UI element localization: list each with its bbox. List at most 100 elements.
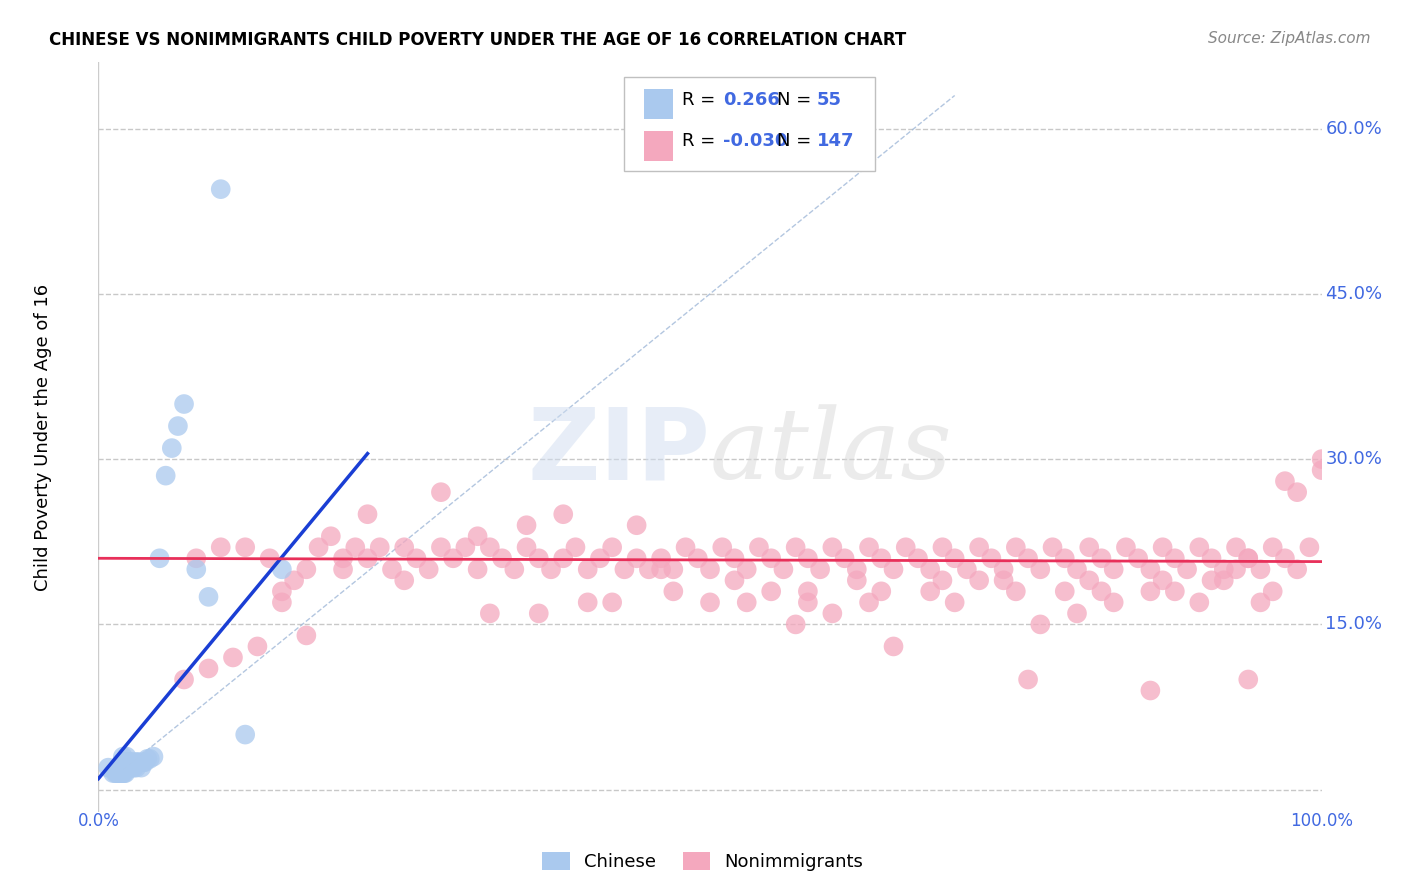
Point xyxy=(1139,562,1161,576)
Point xyxy=(430,485,453,500)
Point xyxy=(626,551,648,566)
Point xyxy=(111,766,134,780)
Point xyxy=(173,673,195,687)
Point xyxy=(115,749,138,764)
FancyBboxPatch shape xyxy=(644,89,673,120)
Point xyxy=(553,551,575,566)
Point xyxy=(931,574,953,588)
Point xyxy=(112,755,135,769)
Point xyxy=(1212,574,1234,588)
Point xyxy=(1164,584,1187,599)
Point xyxy=(97,761,120,775)
Point xyxy=(1115,541,1137,555)
Point xyxy=(1286,485,1309,500)
Point xyxy=(118,761,141,775)
Point xyxy=(478,541,501,555)
Point xyxy=(748,541,770,555)
Point xyxy=(907,551,929,566)
Point xyxy=(392,541,416,555)
Point xyxy=(478,607,501,621)
Point xyxy=(186,562,208,576)
Text: -0.030: -0.030 xyxy=(724,132,787,150)
Point xyxy=(540,562,562,576)
Point xyxy=(1066,562,1088,576)
Text: Child Poverty Under the Age of 16: Child Poverty Under the Age of 16 xyxy=(34,284,52,591)
Point xyxy=(117,761,139,775)
Point xyxy=(356,507,378,521)
Point xyxy=(121,755,143,769)
Point xyxy=(405,551,427,566)
Point xyxy=(1152,541,1174,555)
Point xyxy=(711,541,734,555)
Text: Source: ZipAtlas.com: Source: ZipAtlas.com xyxy=(1208,31,1371,46)
Point xyxy=(111,761,134,775)
Point xyxy=(114,766,136,780)
Point xyxy=(650,562,672,576)
Point xyxy=(797,584,820,599)
Point xyxy=(515,541,537,555)
Point xyxy=(576,562,599,576)
Point xyxy=(858,541,880,555)
Point xyxy=(1017,673,1039,687)
Point xyxy=(967,574,990,588)
Point xyxy=(270,595,294,609)
Point xyxy=(332,562,354,576)
Point xyxy=(662,584,685,599)
Point xyxy=(134,755,156,769)
Point xyxy=(430,541,453,555)
Point xyxy=(564,541,586,555)
Point xyxy=(845,574,868,588)
Point xyxy=(110,761,132,775)
Text: 0.0%: 0.0% xyxy=(77,812,120,830)
Point xyxy=(553,507,575,521)
Point xyxy=(1164,551,1187,566)
Point xyxy=(111,755,134,769)
Point xyxy=(527,551,550,566)
Point xyxy=(117,755,139,769)
Point xyxy=(1225,562,1247,576)
Point xyxy=(142,749,165,764)
Point xyxy=(112,761,135,775)
Point xyxy=(1139,584,1161,599)
Point xyxy=(920,562,942,576)
Point xyxy=(785,541,807,555)
Point xyxy=(111,749,134,764)
Text: 0.266: 0.266 xyxy=(724,91,780,109)
Point xyxy=(993,562,1015,576)
Point xyxy=(125,761,148,775)
Point xyxy=(1078,574,1101,588)
Point xyxy=(699,595,721,609)
Point xyxy=(233,541,256,555)
Point xyxy=(956,562,979,576)
Point xyxy=(761,584,783,599)
Point xyxy=(392,574,416,588)
Point xyxy=(110,766,132,780)
Point xyxy=(1004,584,1026,599)
Point xyxy=(111,755,134,769)
Point xyxy=(111,766,134,780)
Point xyxy=(1152,574,1174,588)
Point xyxy=(1188,541,1211,555)
Point xyxy=(834,551,856,566)
Point xyxy=(1029,617,1052,632)
Point xyxy=(761,551,783,566)
Point xyxy=(107,761,129,775)
Point xyxy=(197,661,219,675)
Point xyxy=(319,529,342,543)
Point xyxy=(1249,562,1271,576)
Point xyxy=(356,551,378,566)
Point xyxy=(1286,562,1309,576)
Point xyxy=(1053,551,1076,566)
Point xyxy=(160,441,183,455)
Point xyxy=(1102,595,1125,609)
Point xyxy=(122,761,145,775)
Point xyxy=(637,562,661,576)
Point xyxy=(120,755,142,769)
Point xyxy=(270,584,294,599)
Point xyxy=(1128,551,1150,566)
Point xyxy=(503,562,526,576)
Point xyxy=(821,607,844,621)
Point xyxy=(1261,584,1284,599)
Point xyxy=(1188,595,1211,609)
Point xyxy=(1212,562,1234,576)
